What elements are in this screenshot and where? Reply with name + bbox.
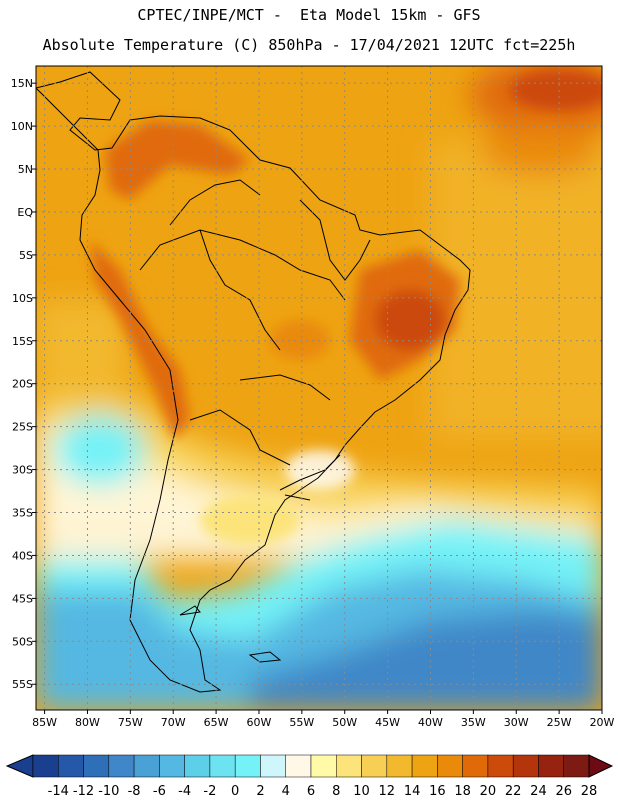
colorbar-swatch	[437, 754, 463, 778]
lat-tick-label: 5N	[18, 163, 33, 176]
colorbar-swatch	[133, 754, 160, 778]
lat-tick-label: 45S	[12, 592, 33, 605]
lat-tick-label: 40S	[12, 549, 33, 562]
chart-title-line1: CPTEC/INPE/MCT - Eta Model 15km - GFS	[137, 6, 481, 24]
colorbar-label: 4	[282, 784, 290, 799]
lat-tick-label: 20S	[12, 378, 33, 391]
graticule	[36, 66, 602, 710]
lat-tick-label: 50S	[12, 635, 33, 648]
colorbar-label: -4	[178, 784, 191, 799]
lat-tick-label: 15S	[12, 335, 33, 348]
lon-tick-label: 80W	[75, 716, 100, 729]
lon-tick-label: 70W	[161, 716, 186, 729]
lat-tick-label: 10N	[11, 120, 33, 133]
colorbar-swatch	[336, 754, 362, 778]
colorbar-swatch	[462, 754, 489, 778]
chart-title-line2: Absolute Temperature (C) 850hPa - 17/04/…	[42, 36, 576, 54]
lat-tick-label: EQ	[17, 206, 33, 219]
colorbar-swatch	[310, 754, 337, 778]
lon-tick-label: 55W	[289, 716, 314, 729]
longitude-axis: 85W 80W 75W 70W 65W 60W 55W 50W 45W 40W 35W 30W 25W 2…	[32, 710, 615, 729]
colorbar-swatch	[487, 754, 514, 778]
lat-tick-label: 55S	[12, 678, 33, 691]
colorbar-label: 6	[307, 784, 315, 799]
colorbar-swatch	[234, 754, 261, 778]
colorbar-swatch	[108, 754, 135, 778]
colorbar-arrow-high	[588, 754, 614, 778]
lon-tick-label: 50W	[332, 716, 357, 729]
map-frame	[35, 65, 603, 711]
lon-tick-label: 25W	[547, 716, 572, 729]
temperature-field	[36, 66, 602, 710]
colorbar-label: 14	[404, 784, 421, 799]
colorbar-label: 22	[505, 784, 522, 799]
lon-tick-label: 40W	[418, 716, 443, 729]
lat-tick-label: 15N	[11, 77, 33, 90]
colorbar-swatch	[411, 754, 438, 778]
colorbar-label: 18	[454, 784, 471, 799]
lat-tick-label: 10S	[12, 292, 33, 305]
colorbar-label: -12	[73, 784, 94, 799]
lon-tick-label: 85W	[32, 716, 57, 729]
colorbar-label: 8	[332, 784, 340, 799]
lat-tick-label: 30S	[12, 464, 33, 477]
latitude-axis: 15N 10N 5N EQ 5S 10S 15S 20S 25S 30S 35S 40S 45S 50S 5…	[11, 77, 36, 691]
lon-tick-label: 65W	[204, 716, 229, 729]
colorbar-swatch	[285, 754, 312, 778]
lat-tick-label: 5S	[19, 249, 33, 262]
colorbar-swatch	[563, 754, 590, 778]
colorbar: -14 -12 -10 -8 -6 -4 -2 0 2 4 6 8 10 12 14 16 18 20 22 24 26…	[5, 754, 614, 799]
coastlines	[36, 71, 471, 693]
colorbar-arrow-low	[5, 754, 34, 778]
colorbar-swatch	[184, 754, 211, 778]
lon-tick-label: 20W	[590, 716, 615, 729]
colorbar-label: 20	[480, 784, 497, 799]
colorbar-label: -6	[153, 784, 166, 799]
colorbar-label: -2	[203, 784, 216, 799]
colorbar-swatch	[538, 754, 564, 778]
colorbar-swatch	[209, 754, 236, 778]
colorbar-label: 26	[555, 784, 572, 799]
colorbar-swatch	[512, 754, 539, 778]
lon-tick-label: 45W	[375, 716, 400, 729]
colorbar-label: 12	[379, 784, 396, 799]
colorbar-swatch	[361, 754, 388, 778]
lon-tick-label: 35W	[461, 716, 486, 729]
colorbar-swatch	[32, 754, 59, 778]
colorbar-label: 28	[581, 784, 598, 799]
colorbar-label: 24	[530, 784, 547, 799]
colorbar-swatch	[386, 754, 413, 778]
lon-tick-label: 30W	[504, 716, 529, 729]
lon-tick-label: 75W	[118, 716, 143, 729]
colorbar-label: 2	[256, 784, 264, 799]
lat-tick-label: 35S	[12, 507, 33, 520]
colorbar-label: 16	[429, 784, 446, 799]
colorbar-swatch	[159, 754, 185, 778]
colorbar-swatch	[260, 754, 286, 778]
colorbar-swatch	[58, 754, 84, 778]
colorbar-label: -14	[48, 784, 69, 799]
colorbar-label: -10	[98, 784, 119, 799]
colorbar-swatch	[83, 754, 110, 778]
lon-tick-label: 60W	[247, 716, 272, 729]
lat-tick-label: 25S	[12, 421, 33, 434]
colorbar-label: 10	[353, 784, 370, 799]
colorbar-label: 0	[231, 784, 239, 799]
colorbar-label: -8	[128, 784, 141, 799]
